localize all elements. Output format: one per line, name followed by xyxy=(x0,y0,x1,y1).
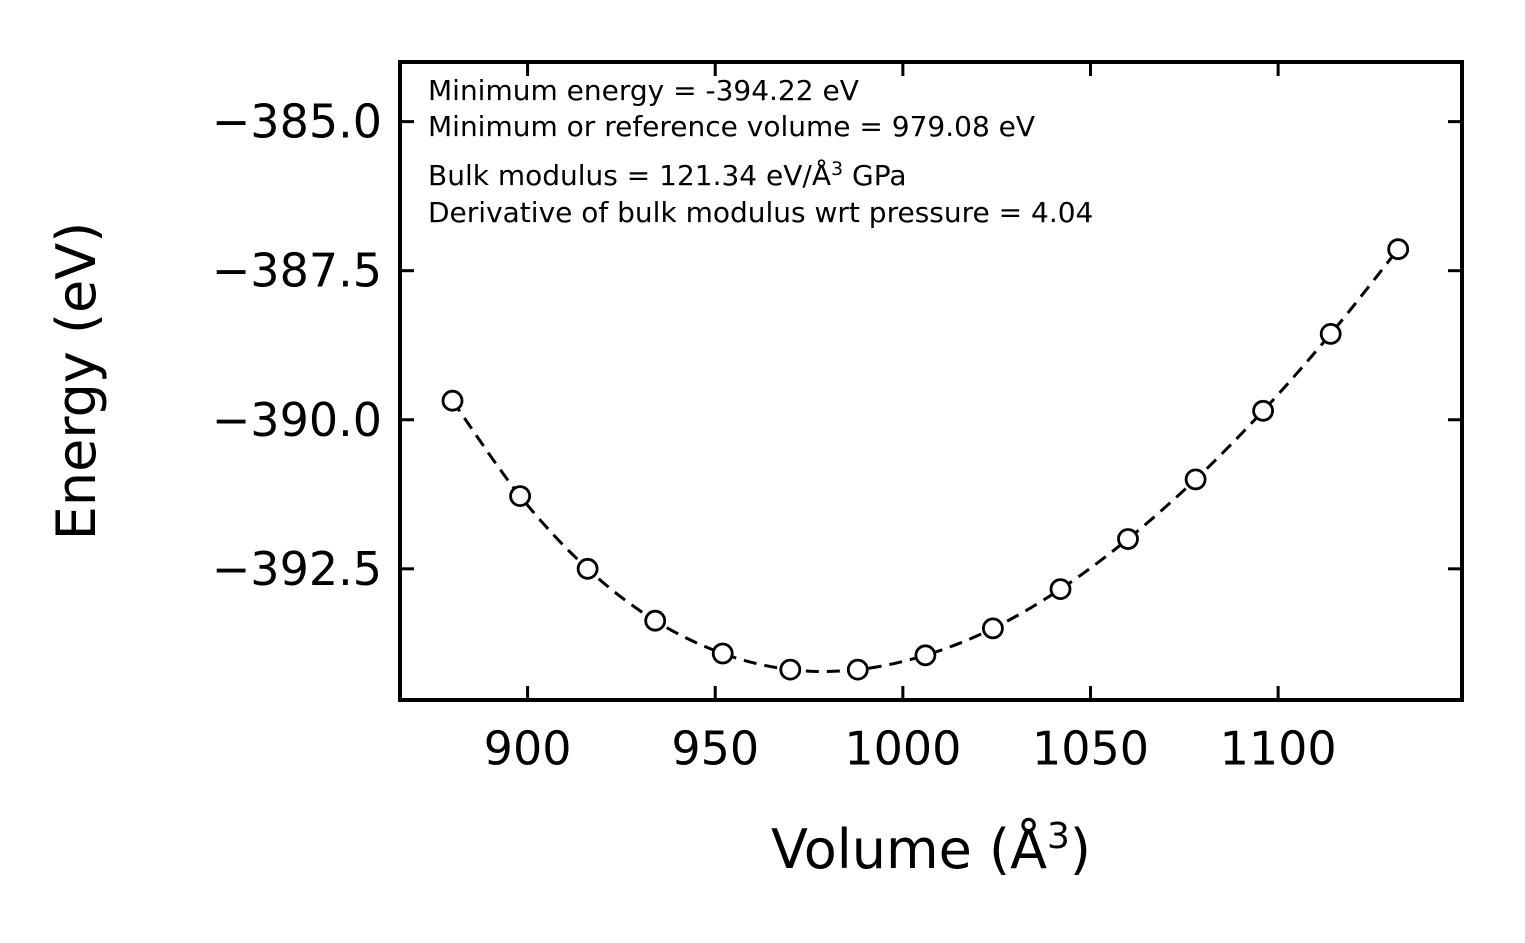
annotation-bulk-modulus-base: Bulk modulus = 121.34 eV/Å xyxy=(428,158,831,192)
axis-ticks xyxy=(400,62,1462,700)
data-point-marker xyxy=(1049,578,1072,600)
annotation-bprime: Derivative of bulk modulus wrt pressure … xyxy=(428,196,1093,229)
x-tick-label: 1050 xyxy=(1032,722,1149,776)
fit-results-annotation: Minimum energy = -394.22 eV Minimum or r… xyxy=(428,74,1093,229)
y-axis-label: Energy (eV) xyxy=(45,222,108,541)
x-axis-label-base: Volume (Å xyxy=(771,817,1047,881)
y-tick-label: −385.0 xyxy=(212,95,382,149)
x-tick-label: 1100 xyxy=(1220,722,1337,776)
data-point-marker xyxy=(509,485,531,508)
y-tick-labels: −385.0 −387.5 −390.0 −392.5 xyxy=(212,95,382,596)
y-tick-label: −390.0 xyxy=(212,393,382,447)
y-tick-label: −392.5 xyxy=(212,542,382,596)
data-point-marker xyxy=(1252,399,1274,422)
x-tick-label: 950 xyxy=(671,722,759,776)
data-point-marker xyxy=(846,658,869,681)
x-tick-labels: 900 950 1000 1050 1100 xyxy=(484,722,1337,776)
x-axis-label: Volume (Å3) xyxy=(771,816,1091,881)
annotation-min-energy: Minimum energy = -394.22 eV xyxy=(428,74,859,107)
fit-curve-line xyxy=(451,248,1400,674)
y-tick-label: −387.5 xyxy=(212,244,382,298)
annotation-min-volume: Minimum or reference volume = 979.08 eV xyxy=(428,110,1035,143)
x-axis-label-superscript: 3 xyxy=(1047,816,1070,857)
data-point-marker xyxy=(1184,468,1207,491)
data-points xyxy=(441,238,1410,681)
data-point-marker xyxy=(779,658,802,681)
x-tick-label: 1000 xyxy=(844,722,961,776)
data-point-marker xyxy=(644,609,667,632)
x-axis-label-close: ) xyxy=(1070,818,1091,881)
data-point-marker xyxy=(1319,322,1342,345)
annotation-bulk-modulus-superscript: 3 xyxy=(831,158,843,180)
axes-frame xyxy=(398,60,1464,702)
x-tick-label: 900 xyxy=(484,722,572,776)
data-point-marker xyxy=(914,644,937,667)
data-point-marker xyxy=(982,617,1004,640)
data-point-marker xyxy=(1387,238,1410,261)
annotation-bulk-modulus: Bulk modulus = 121.34 eV/Å3 GPa xyxy=(428,158,906,192)
data-point-marker xyxy=(441,389,464,412)
data-point-marker xyxy=(1117,528,1139,550)
data-point-marker xyxy=(576,557,599,580)
data-point-marker xyxy=(711,642,734,665)
annotation-bulk-modulus-units: GPa xyxy=(843,159,906,192)
